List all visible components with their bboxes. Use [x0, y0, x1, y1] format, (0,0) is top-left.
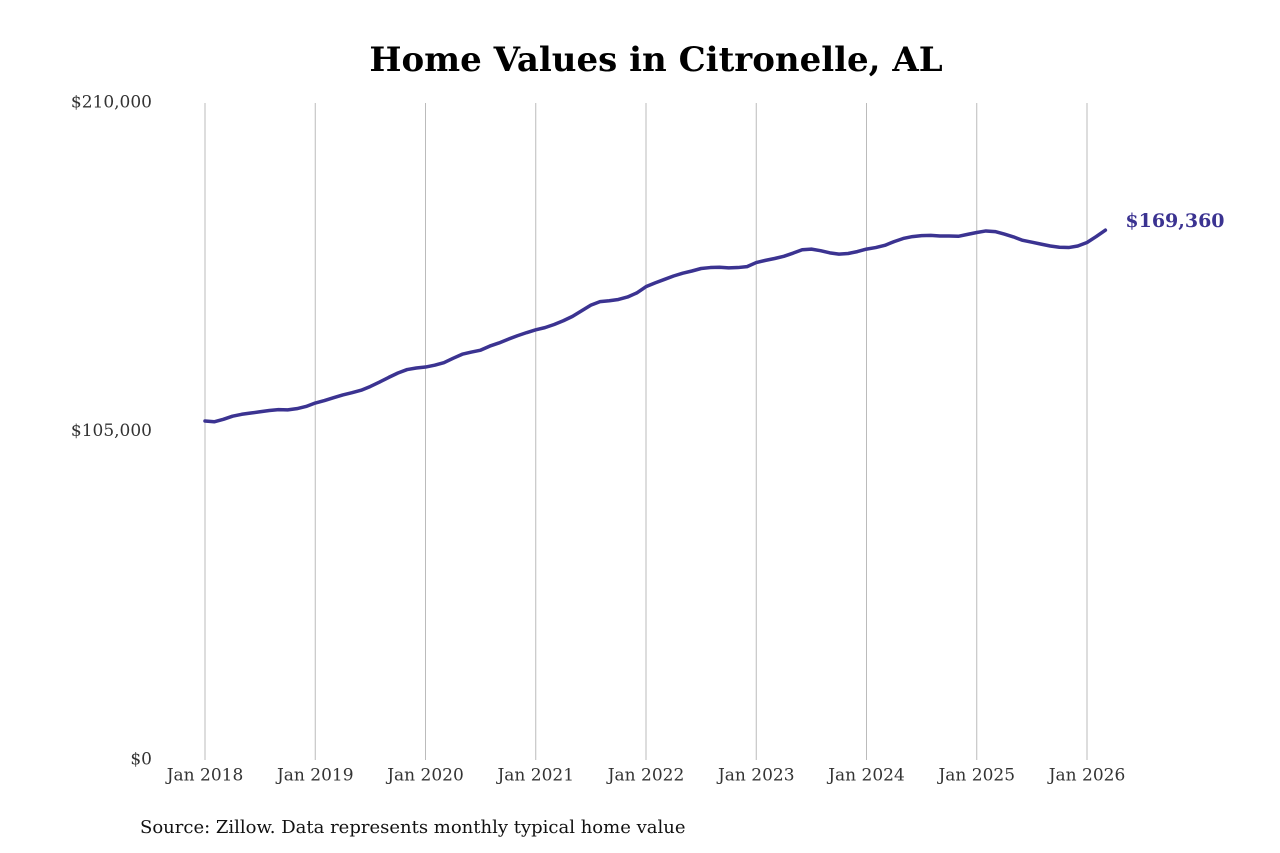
x-tick-label: Jan 2018	[165, 766, 244, 786]
x-tick-label: Jan 2026	[1047, 766, 1126, 786]
x-tick-label: Jan 2023	[716, 766, 795, 786]
x-tick-label: Jan 2024	[826, 766, 905, 786]
y-tick-label: $0	[130, 750, 152, 770]
source-note: Source: Zillow. Data represents monthly …	[140, 817, 686, 838]
x-tick-label: Jan 2022	[606, 766, 685, 786]
y-tick-label: $105,000	[71, 421, 152, 441]
x-tick-label: Jan 2020	[385, 766, 464, 786]
line-series	[203, 228, 1108, 424]
data-label: $169,360	[1125, 210, 1224, 232]
x-tick-label: Jan 2021	[495, 766, 574, 786]
x-tick-label: Jan 2025	[936, 766, 1015, 786]
x-tick-label: Jan 2019	[275, 766, 354, 786]
chart-title: Home Values in Citronelle, AL	[369, 40, 942, 80]
y-tick-label: $210,000	[71, 93, 152, 113]
